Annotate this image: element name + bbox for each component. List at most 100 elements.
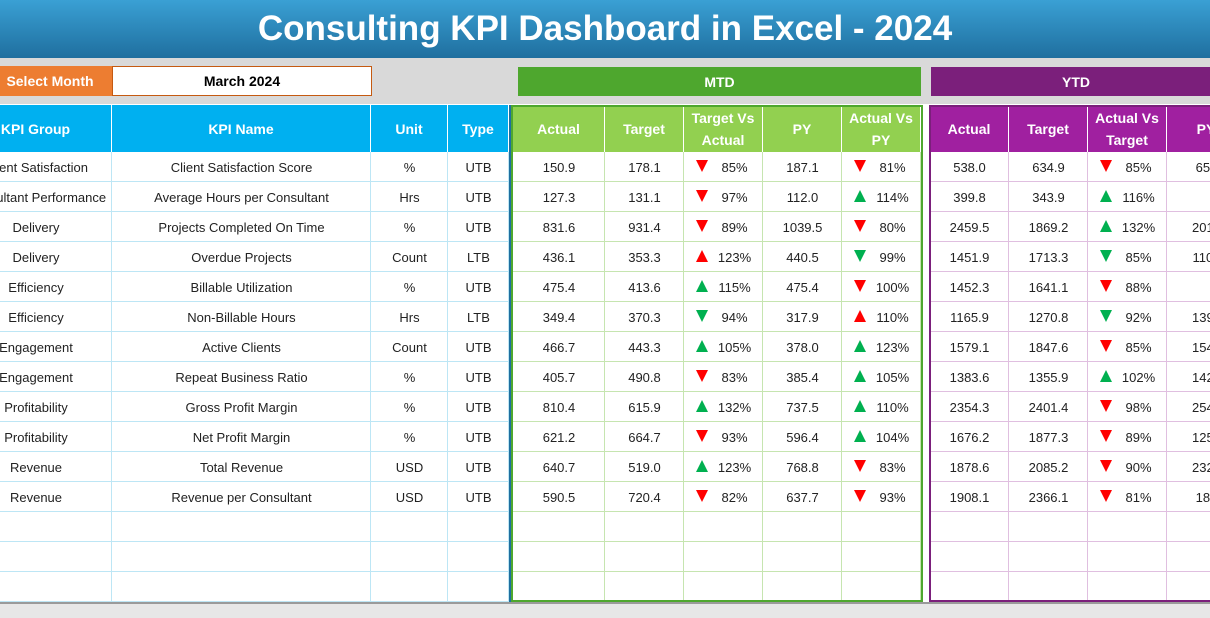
grid-cell <box>605 302 684 332</box>
grid-cell <box>112 152 371 182</box>
grid-cell <box>1088 212 1167 242</box>
grid-cell <box>1009 182 1088 212</box>
grid-cell <box>930 182 1009 212</box>
grid-cell <box>763 272 842 302</box>
cell-value: 1908.1 <box>949 489 990 505</box>
arrow-down <box>696 430 708 442</box>
grid-cell <box>763 542 842 572</box>
grid-cell <box>763 422 842 452</box>
grid-cell <box>1167 212 1210 242</box>
arrow-shape <box>1100 460 1112 472</box>
indicator-value: 82% <box>721 489 748 505</box>
grid-cell <box>1167 182 1210 212</box>
grid-cell <box>513 152 605 182</box>
arrow-shape <box>1100 280 1112 292</box>
cell-value: Hrs <box>399 189 420 205</box>
cell-value: 2354.3 <box>949 399 990 415</box>
column-header: PY <box>763 105 842 152</box>
arrow-up <box>854 310 866 322</box>
cell-value: 1383.6 <box>949 369 990 385</box>
arrow-down <box>1100 310 1112 322</box>
grid-cell <box>1167 362 1210 392</box>
cell-value: Profitability <box>4 429 68 445</box>
grid-cell <box>513 302 605 332</box>
cell-value: 440.5 <box>786 249 819 265</box>
cell-value: 615.9 <box>628 399 661 415</box>
arrow-shape <box>1100 250 1112 262</box>
indicator-value: 83% <box>721 369 748 385</box>
indicator-value: 92% <box>1125 309 1152 325</box>
grid-cell <box>1088 332 1167 362</box>
cell-value: % <box>403 429 416 445</box>
grid-cell <box>930 512 1009 542</box>
grid-cell <box>1167 542 1210 572</box>
grid-cell <box>842 482 921 512</box>
cell-value: % <box>403 219 416 235</box>
cell-value: Revenue per Consultant <box>171 489 312 505</box>
cell-value: 664.7 <box>628 429 661 445</box>
grid-cell <box>842 392 921 422</box>
grid-cell <box>1167 512 1210 542</box>
cell-value: 538.0 <box>953 159 986 175</box>
grid-cell <box>371 302 448 332</box>
grid-cell <box>684 482 763 512</box>
cell-value: UTB <box>465 159 492 175</box>
cell-value: 413.6 <box>628 279 661 295</box>
cell-value: 178.1 <box>628 159 661 175</box>
arrow-down <box>1100 280 1112 292</box>
grid-cell <box>842 362 921 392</box>
grid-cell <box>112 482 371 512</box>
indicator-value: 114% <box>876 189 909 205</box>
indicator-value: 123% <box>717 249 752 265</box>
column-header: Target <box>1009 105 1088 152</box>
cell-value: UTB <box>465 459 492 475</box>
cell-value: 405.7 <box>542 369 576 385</box>
cell-value: Hrs <box>399 309 420 325</box>
cell-value: 810.4 <box>542 399 576 415</box>
grid-cell <box>371 212 448 242</box>
arrow-up <box>696 250 708 262</box>
arrow-down <box>696 310 708 322</box>
arrow-shape <box>854 250 866 262</box>
indicator-value: 89% <box>1125 429 1152 445</box>
arrow-shape <box>696 340 708 352</box>
grid-cell <box>1167 422 1210 452</box>
indicator-value: 85% <box>1125 339 1152 355</box>
arrow-down <box>696 220 708 232</box>
cell-value: 1676.2 <box>949 429 990 445</box>
cell-value: 436.1 <box>542 249 576 265</box>
grid-cell <box>1167 452 1210 482</box>
cell-value: 2366.1 <box>1028 489 1069 505</box>
grid-cell <box>371 542 448 572</box>
cell-value: 2329 <box>1192 459 1210 475</box>
grid-cell <box>0 182 112 212</box>
arrow-down <box>854 220 866 232</box>
cell-value: 640.7 <box>542 459 576 475</box>
indicator-value: 102% <box>1121 369 1156 385</box>
indicator-value: 93% <box>721 429 748 445</box>
grid-cell <box>842 422 921 452</box>
cell-value: Delivery <box>12 249 60 265</box>
indicator-value: 115% <box>718 279 751 295</box>
grid-cell <box>1088 452 1167 482</box>
arrow-up <box>1100 190 1112 202</box>
cell-value: Gross Profit Margin <box>185 399 298 415</box>
grid-cell <box>371 332 448 362</box>
grid-cell <box>1009 452 1088 482</box>
grid-cell <box>842 332 921 362</box>
grid-cell <box>513 452 605 482</box>
grid-cell <box>371 422 448 452</box>
grid-cell <box>842 212 921 242</box>
arrow-shape <box>696 310 708 322</box>
cell-value: 1547 <box>1192 339 1210 355</box>
cell-value: Overdue Projects <box>191 249 292 265</box>
indicator-value: 85% <box>1125 249 1152 265</box>
grid-cell <box>1167 242 1210 272</box>
grid-cell <box>1167 272 1210 302</box>
grid-cell <box>448 572 509 602</box>
grid-cell <box>448 182 509 212</box>
grid-cell <box>605 542 684 572</box>
month-dropdown[interactable]: March 2024 <box>112 66 372 96</box>
arrow-down <box>696 490 708 502</box>
cell-value: 378.0 <box>786 339 819 355</box>
